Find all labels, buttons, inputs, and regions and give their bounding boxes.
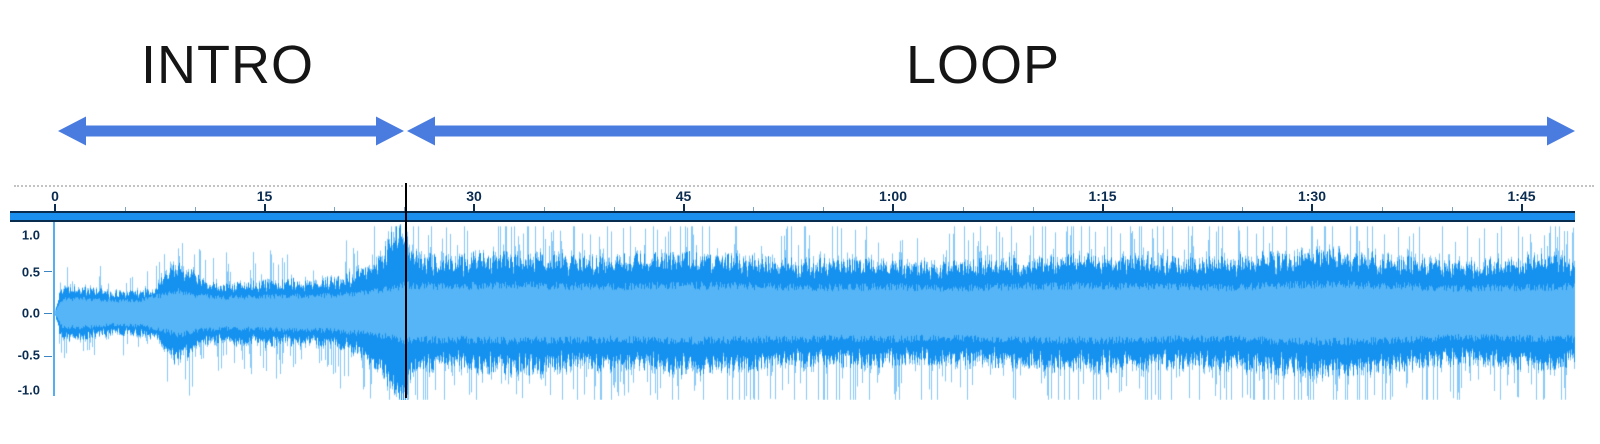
playhead-cursor[interactable] — [404, 183, 407, 398]
ruler-major-tick — [1101, 204, 1104, 211]
ruler-major-tick — [263, 204, 266, 211]
amplitude-scale-label: -1.0 — [17, 382, 40, 398]
ruler-major-tick — [682, 204, 685, 211]
ruler-minor-tick — [753, 207, 755, 211]
amplitude-scale-label: 0.0 — [21, 305, 40, 321]
ruler-minor-tick — [194, 207, 196, 211]
ruler-minor-tick — [1451, 207, 1453, 211]
ruler-top-dotted-line — [14, 185, 1594, 187]
waveform-display[interactable] — [54, 224, 1576, 400]
loop-section-label: LOOP — [906, 35, 1061, 95]
ruler-minor-tick — [1032, 207, 1034, 211]
ruler-label: 0 — [51, 188, 59, 204]
loop-range-arrow — [407, 116, 1575, 146]
ruler-minor-tick — [823, 207, 825, 211]
ruler-minor-tick — [962, 207, 964, 211]
ruler-major-tick — [1311, 204, 1313, 211]
timeline-ruler[interactable]: 0 15 30 45 1:00 1:15 1:30 1:45 — [0, 186, 1600, 211]
timeline-bar[interactable] — [10, 211, 1575, 222]
intro-section-label: INTRO — [141, 35, 314, 95]
ruler-minor-tick — [543, 207, 545, 211]
section-range-arrows — [58, 116, 1575, 146]
ruler-major-tick — [54, 204, 56, 211]
ruler-label: 1:30 — [1297, 188, 1327, 204]
amplitude-scale-tick — [44, 356, 52, 357]
ruler-minor-tick — [1172, 207, 1174, 211]
intro-range-arrow — [58, 116, 404, 146]
ruler-label: 45 — [675, 188, 692, 204]
ruler-minor-tick — [1242, 207, 1244, 211]
amplitude-scale-label: 0.5 — [21, 264, 40, 280]
ruler-major-tick — [473, 204, 475, 211]
amplitude-scale-label: 1.0 — [21, 227, 40, 243]
ruler-minor-tick — [1381, 207, 1383, 211]
amplitude-scale-tick — [44, 313, 52, 314]
ruler-major-tick — [892, 204, 894, 211]
ruler-minor-tick — [334, 207, 336, 211]
ruler-label: 1:45 — [1507, 188, 1536, 204]
ruler-major-tick — [1520, 204, 1523, 211]
amplitude-scale-tick — [44, 271, 52, 272]
ruler-label: 1:00 — [878, 188, 908, 204]
amplitude-scale-label: -0.5 — [17, 347, 40, 363]
ruler-minor-tick — [613, 207, 615, 211]
ruler-label: 30 — [466, 188, 482, 204]
ruler-minor-tick — [124, 207, 126, 211]
ruler-label: 1:15 — [1088, 188, 1117, 204]
ruler-label: 15 — [256, 188, 273, 204]
